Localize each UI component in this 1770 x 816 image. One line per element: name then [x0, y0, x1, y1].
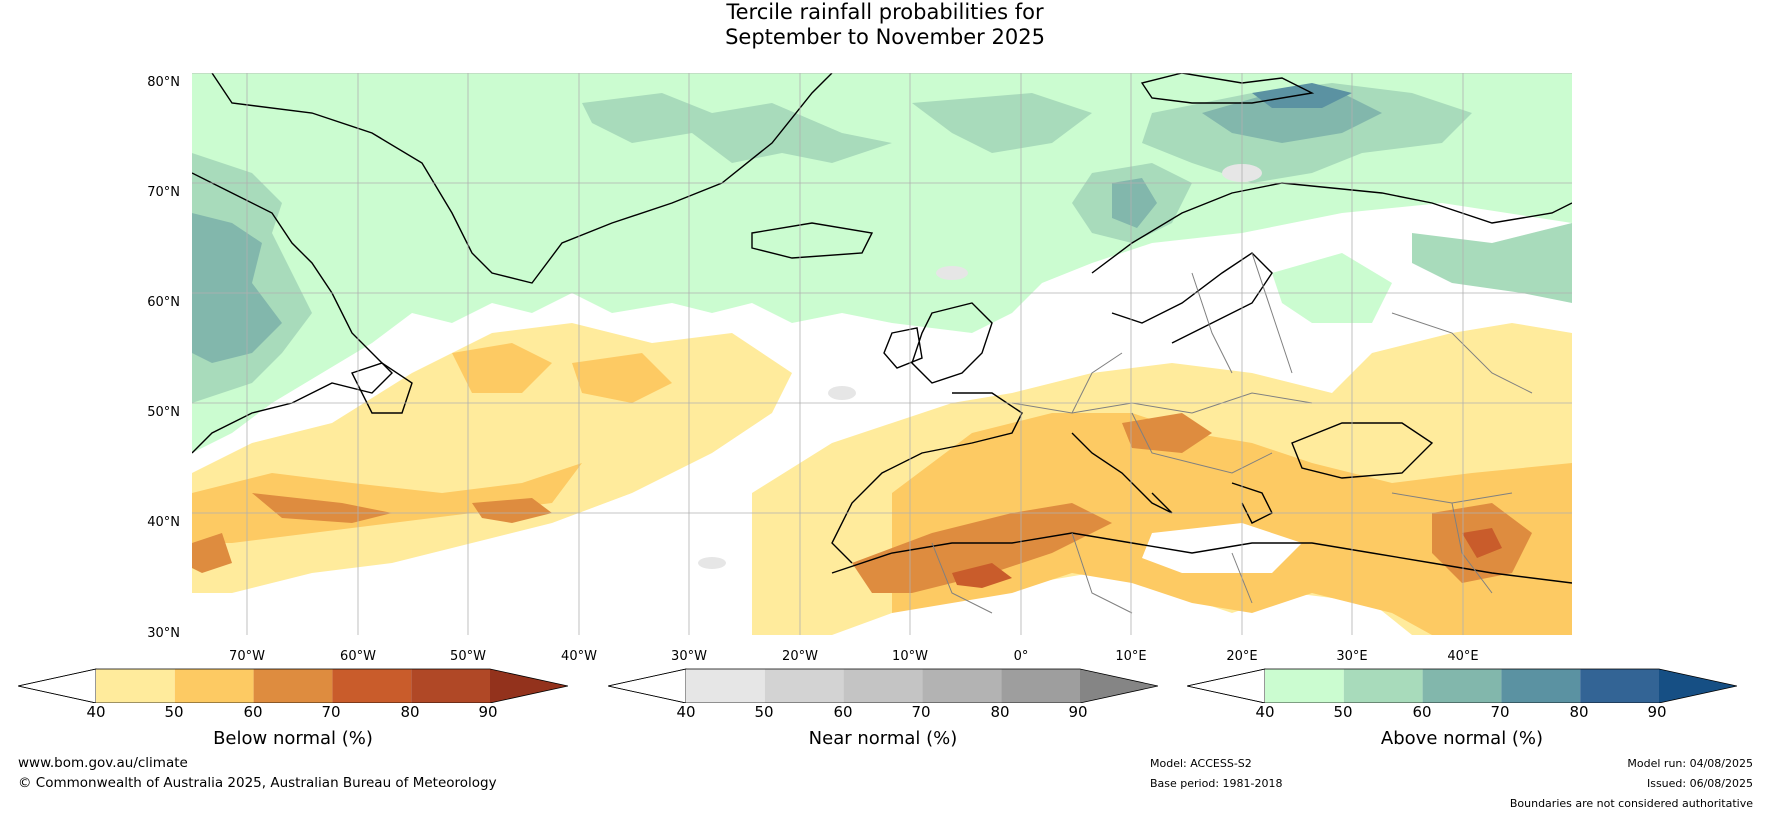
lat-label-30n: 30°N — [147, 626, 180, 641]
near-colorbar-low-extend — [608, 668, 687, 703]
model-run-text: Model run: 04/08/2025 — [1627, 757, 1753, 770]
above-colorbar-high-extend — [1659, 669, 1737, 703]
near-colorbar-segment — [922, 669, 1002, 703]
above-colorbar-segment — [1580, 669, 1659, 703]
issued-text: Issued: 06/08/2025 — [1646, 777, 1753, 790]
model-text: Model: ACCESS-S2 — [1150, 757, 1252, 770]
above-colorbar-segment — [1343, 669, 1423, 703]
above-tick-60: 60 — [1412, 703, 1432, 721]
near-colorbar-segment — [764, 669, 844, 703]
above-normal-label: Above normal (%) — [1380, 728, 1544, 749]
lon-label-20e: 20°E — [1226, 649, 1258, 664]
britain-coast — [911, 302, 993, 384]
below-colorbar-segment — [174, 669, 254, 703]
below-colorbar-outline — [18, 668, 568, 703]
svalbard-coast — [1140, 73, 1315, 104]
lon-label-30e: 30°E — [1336, 649, 1368, 664]
above-colorbar-segment — [1265, 669, 1344, 703]
near-tick-60: 60 — [833, 703, 853, 721]
country-borders — [931, 252, 1533, 614]
coastlines — [192, 73, 1572, 584]
iceland-coast — [751, 222, 874, 259]
below-tick-70: 70 — [321, 703, 341, 721]
near-tick-90: 90 — [1068, 703, 1088, 721]
lon-label-70w: 70°W — [229, 649, 265, 664]
north-africa-coast — [831, 532, 1572, 584]
below-normal-regions — [192, 323, 1572, 635]
below-tick-80: 80 — [400, 703, 420, 721]
below-tick-50: 50 — [164, 703, 184, 721]
above-colorbar-outline — [1187, 668, 1737, 703]
above-tick-80: 80 — [1569, 703, 1589, 721]
lon-label-30w: 30°W — [671, 649, 707, 664]
below-colorbar-segment — [411, 669, 490, 703]
lon-label-60w: 60°W — [340, 649, 376, 664]
base-period-text: Base period: 1981-2018 — [1150, 777, 1283, 790]
lat-label-50n: 50°N — [147, 405, 180, 420]
lat-label-60n: 60°N — [147, 295, 180, 310]
below-tick-40: 40 — [86, 703, 106, 721]
above-colorbar-segment — [1422, 669, 1502, 703]
lon-label-50w: 50°W — [450, 649, 486, 664]
near-colorbar-segment — [843, 669, 923, 703]
title-line-2: September to November 2025 — [725, 25, 1045, 49]
below-normal-label: Below normal (%) — [213, 728, 373, 749]
below-colorbar-segment — [96, 669, 175, 703]
lon-label-40w: 40°W — [561, 649, 597, 664]
lat-label-40n: 40°N — [147, 515, 180, 530]
above-tick-40: 40 — [1255, 703, 1275, 721]
rainfall-probability-map — [192, 73, 1572, 635]
near-tick-70: 70 — [911, 703, 931, 721]
near-normal-colorbar — [608, 668, 1158, 703]
near-colorbar-segment — [686, 669, 765, 703]
below-colorbar-segment — [253, 669, 333, 703]
near-colorbar-segment — [1001, 669, 1080, 703]
lon-label-0: 0° — [1013, 649, 1029, 664]
near-tick-50: 50 — [754, 703, 774, 721]
below-tick-60: 60 — [243, 703, 263, 721]
lon-label-20w: 20°W — [782, 649, 818, 664]
lat-label-70n: 70°N — [147, 185, 180, 200]
above-colorbar-segment — [1501, 669, 1581, 703]
newfoundland-coast — [351, 362, 413, 414]
lat-label-80n: 80°N — [147, 75, 180, 90]
near-tick-40: 40 — [676, 703, 696, 721]
above-normal-colorbar — [1187, 668, 1737, 703]
above-tick-70: 70 — [1490, 703, 1510, 721]
graticule — [192, 73, 1572, 635]
below-colorbar-segment — [332, 669, 412, 703]
copyright-text: © Commonwealth of Australia 2025, Austra… — [18, 775, 497, 791]
lon-label-40e: 40°E — [1447, 649, 1479, 664]
near-normal-label: Near normal (%) — [808, 728, 958, 749]
scandinavia-coast — [1091, 182, 1572, 274]
lon-label-10e: 10°E — [1115, 649, 1147, 664]
website-link[interactable]: www.bom.gov.au/climate — [18, 755, 188, 771]
below-normal-colorbar — [18, 668, 568, 703]
below-tick-90: 90 — [478, 703, 498, 721]
disclaimer-text: Boundaries are not considered authoritat… — [1509, 797, 1753, 810]
italy-coast — [1071, 432, 1173, 514]
near-colorbar-outline — [608, 668, 1158, 703]
map-title: Tercile rainfall probabilities for Septe… — [0, 0, 1770, 50]
below-colorbar-high-extend — [490, 669, 568, 703]
near-tick-80: 80 — [990, 703, 1010, 721]
lon-label-10w: 10°W — [892, 649, 928, 664]
above-colorbar-low-extend — [1187, 668, 1266, 703]
ireland-coast — [883, 327, 923, 369]
above-tick-90: 90 — [1647, 703, 1667, 721]
canada-coast — [192, 172, 393, 454]
greenland-coast — [211, 73, 833, 284]
below-colorbar-low-extend — [18, 668, 97, 703]
title-line-1: Tercile rainfall probabilities for — [726, 0, 1044, 24]
above-tick-50: 50 — [1333, 703, 1353, 721]
near-colorbar-high-extend — [1080, 669, 1158, 703]
